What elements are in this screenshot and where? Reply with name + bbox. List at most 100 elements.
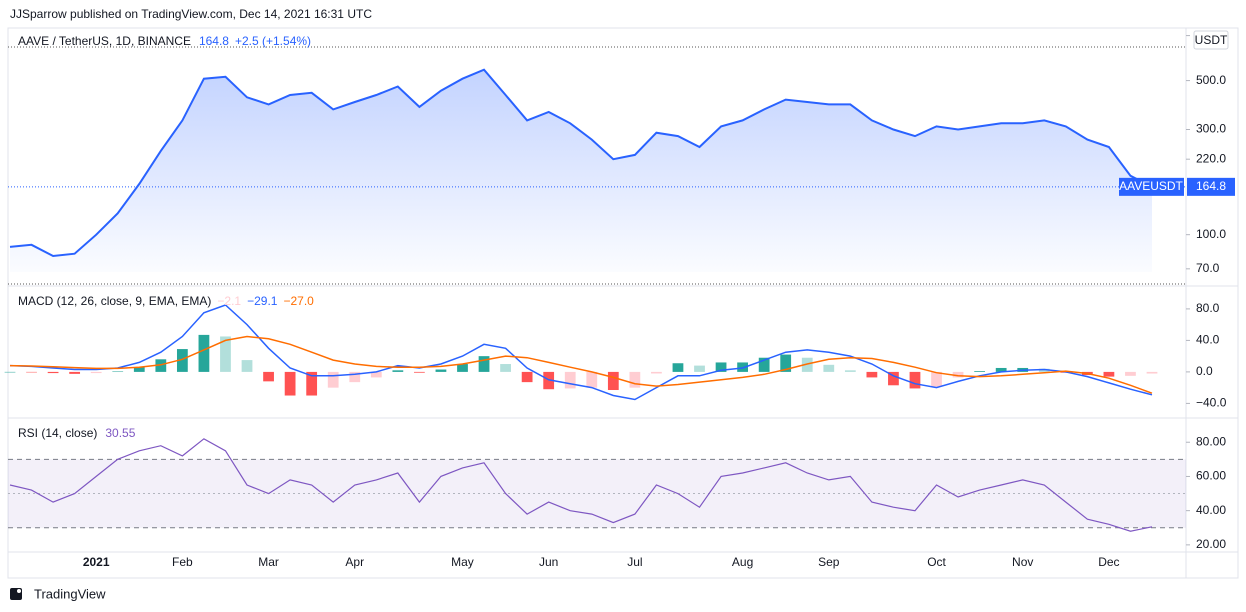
unit-box: [1193, 30, 1229, 50]
histogram-bar: [866, 371, 878, 378]
histogram-bar: [629, 371, 641, 388]
footer-logo: [10, 588, 22, 600]
x-tick-label: Jun: [539, 555, 558, 569]
histogram-bar: [758, 357, 770, 372]
histogram-bar: [1146, 371, 1158, 374]
histogram-bar: [715, 362, 727, 372]
histogram-bar: [306, 371, 318, 396]
x-tick-label: Mar: [258, 555, 279, 569]
histogram-bar: [974, 371, 986, 372]
histogram-bar: [414, 371, 425, 373]
histogram-bar: [1103, 371, 1115, 377]
x-tick-label: Apr: [345, 555, 364, 569]
x-tick-label: Feb: [172, 555, 193, 569]
histogram-bar: [952, 371, 964, 378]
histogram-bar: [90, 371, 102, 374]
histogram-bar: [543, 371, 555, 390]
y-tick-label: 80.0: [1196, 301, 1220, 315]
histogram-bar: [155, 359, 167, 372]
y-tick-label: −40.0: [1196, 396, 1227, 410]
published-note: JJSparrow published on TradingView.com, …: [10, 7, 372, 21]
histogram-bar: [133, 367, 145, 372]
histogram-bar: [888, 371, 899, 386]
histogram-bar: [995, 367, 1007, 372]
histogram-bar: [931, 371, 942, 387]
footer-brand: TradingView: [34, 586, 106, 601]
histogram-bar: [112, 371, 124, 373]
histogram-bar: [801, 357, 813, 372]
legend-title: RSI (14, close): [18, 426, 97, 440]
price-line: [9, 68, 1153, 258]
histogram-bar: [392, 370, 404, 372]
histogram-bar: [241, 360, 253, 372]
y-tick-label: 0.0: [1196, 364, 1213, 378]
x-tick-label: Dec: [1098, 555, 1119, 569]
histogram-bar: [780, 354, 792, 372]
signal-line: [9, 335, 1153, 394]
histogram-bar: [435, 369, 447, 372]
histogram-bar: [694, 365, 705, 372]
histogram-bar: [220, 336, 231, 372]
histogram-bar: [370, 371, 382, 378]
unit-label: USDT: [1195, 33, 1228, 47]
x-tick-label: 2021: [83, 555, 110, 569]
histogram-bar: [47, 371, 59, 374]
histogram-bar: [564, 371, 576, 389]
legend-change: +2.5 (+1.54%): [235, 34, 311, 48]
histogram-bar: [457, 364, 468, 372]
y-tick-label: 20.00: [1196, 537, 1226, 551]
histogram-bar: [607, 371, 619, 391]
legend-title: AAVE / TetherUS, 1D, BINANCE: [18, 34, 191, 48]
x-tick-label: Nov: [1012, 555, 1033, 569]
x-tick-label: Aug: [732, 555, 753, 569]
histogram-bar: [176, 349, 188, 372]
histogram-bar: [651, 371, 662, 374]
symbol-tag: [1119, 177, 1184, 196]
histogram-bar: [327, 371, 339, 388]
price-tag-label: 164.8: [1196, 179, 1226, 193]
histogram-bar: [349, 371, 361, 383]
histogram-bar: [844, 370, 856, 372]
y-tick-label: 70.0: [1196, 261, 1220, 275]
x-tick-label: Jul: [627, 555, 642, 569]
legend-value: −27.0: [283, 294, 314, 308]
y-tick-label: 300.0: [1196, 122, 1226, 136]
legend-price: 164.8: [199, 34, 229, 48]
legend-value: −2.1: [217, 294, 241, 308]
macd-line: [9, 304, 1153, 401]
y-tick-label: 220.0: [1196, 151, 1226, 165]
y-tick-label: 40.00: [1196, 503, 1226, 517]
price-area: [10, 69, 1152, 272]
y-tick-label: 80.00: [1196, 434, 1226, 448]
histogram-bar: [823, 364, 835, 372]
histogram-bar: [1038, 368, 1050, 372]
y-tick-label: 500.0: [1196, 73, 1226, 87]
x-tick-label: May: [451, 555, 474, 569]
histogram-bar: [737, 362, 748, 372]
price-tag: [1187, 177, 1235, 196]
histogram-bar: [198, 334, 210, 372]
frame: [7, 27, 1239, 579]
histogram-bar: [69, 371, 81, 374]
y-tick-label: 60.00: [1196, 469, 1226, 483]
y-tick-label: 40.0: [1196, 333, 1220, 347]
histogram-bar: [478, 356, 490, 372]
rsi-line: [9, 438, 1153, 532]
histogram-bar: [500, 364, 511, 372]
histogram-bar: [1125, 371, 1136, 376]
y-tick-label: 100.0: [1196, 227, 1226, 241]
histogram-bar: [263, 371, 274, 382]
legend-value: 30.55: [105, 426, 135, 440]
histogram-bar: [26, 371, 37, 373]
legend-title: MACD (12, 26, close, 9, EMA, EMA): [18, 294, 211, 308]
histogram-bar: [521, 371, 533, 383]
legend-value: −29.1: [247, 294, 278, 308]
symbol-label: AAVEUSDT: [1119, 179, 1183, 193]
histogram-bar: [672, 363, 684, 372]
histogram-bar: [909, 371, 921, 389]
histogram-bar: [284, 371, 296, 396]
x-tick-label: Sep: [818, 555, 840, 569]
x-tick-label: Oct: [927, 555, 946, 569]
histogram-bar: [4, 371, 16, 373]
